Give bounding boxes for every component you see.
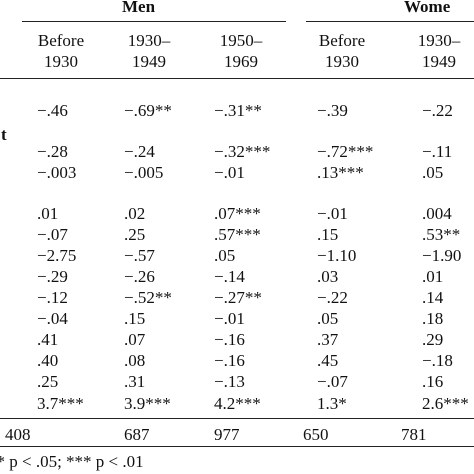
column-header-line1: Before [318, 31, 366, 50]
table-cell: .25 [124, 225, 146, 244]
n-row-rule [0, 418, 474, 419]
footnote-rule [0, 446, 474, 447]
table-cell: .45 [317, 351, 339, 370]
table-cell: −.005 [124, 163, 164, 182]
table-cell: −1.10 [317, 246, 357, 265]
table-cell: 1.3* [317, 394, 347, 413]
n-cell: 408 [5, 425, 31, 444]
table-cell: .15 [317, 225, 339, 244]
table-cell: −.01 [214, 163, 245, 182]
table-cell: .01 [37, 204, 59, 223]
table-cell: .53** [422, 225, 461, 244]
table-cell: −.13 [214, 372, 245, 391]
table-cell: 3.7*** [37, 394, 84, 413]
table-cell: −.27** [214, 288, 262, 307]
table-cell: .41 [37, 330, 59, 349]
column-header-line2: 1949 [422, 52, 456, 71]
column-header-line2: 1930 [44, 52, 78, 71]
table-cell: −.01 [317, 204, 348, 223]
column-header-line2: 1949 [132, 52, 166, 71]
table-cell: .05 [422, 163, 444, 182]
table-cell: −.39 [317, 101, 348, 120]
table-cell: .05 [317, 309, 339, 328]
table-cell: −.16 [214, 330, 245, 349]
table-cell: −2.75 [37, 246, 77, 265]
column-header: 1950– 1969 [205, 30, 277, 72]
column-header-line2: 1930 [325, 52, 359, 71]
table-cell: .57*** [214, 225, 261, 244]
table-cell: .05 [214, 246, 236, 265]
group-header-women: Wome [404, 0, 451, 16]
significance-footnote: ** p < .05; *** p < .01 [0, 452, 144, 471]
table-cell: −.07 [317, 372, 348, 391]
table-cell: .18 [422, 309, 444, 328]
table-cell: .14 [422, 288, 444, 307]
table-cell: −.72*** [317, 142, 374, 161]
n-cell: 650 [303, 425, 329, 444]
table-cell: −.11 [422, 142, 453, 161]
table-cell: −.04 [37, 309, 68, 328]
table-cell: −.22 [422, 101, 453, 120]
column-header: 1930– 1949 [113, 30, 185, 72]
table-cell: 4.2*** [214, 394, 261, 413]
table-cell: .16 [422, 372, 444, 391]
column-header: Before 1930 [302, 30, 382, 72]
table-cell: .07 [124, 330, 146, 349]
table-cell: 3.9*** [124, 394, 171, 413]
table-cell: −.12 [37, 288, 68, 307]
table-cell: .07*** [214, 204, 261, 223]
table-cell: .37 [317, 330, 339, 349]
table-cell: −.16 [214, 351, 245, 370]
table-cell: 2.6*** [422, 394, 469, 413]
table-cell: −.003 [37, 163, 77, 182]
table-cell: −.18 [422, 351, 453, 370]
table-cell: −.24 [124, 142, 155, 161]
table-cell: −.31** [214, 101, 262, 120]
group-header-men: Men [122, 0, 156, 16]
table-cell: .004 [422, 204, 452, 223]
header-rule [0, 78, 474, 79]
table-cell: .01 [422, 267, 444, 286]
table-cell: −.69** [124, 101, 172, 120]
table-cell: −.29 [37, 267, 68, 286]
table-cell: .31 [124, 372, 146, 391]
column-header-line2: 1969 [224, 52, 258, 71]
table-cell: −.32*** [214, 142, 271, 161]
table-cell: −.26 [124, 267, 155, 286]
table-cell: −.52** [124, 288, 172, 307]
column-header: 1930– 1949 [403, 30, 474, 72]
table-cell: .25 [37, 372, 59, 391]
table-cell: .03 [317, 267, 339, 286]
table-cell: −.01 [214, 309, 245, 328]
table-cell: .02 [124, 204, 146, 223]
table-cell: .15 [124, 309, 146, 328]
column-header-line1: Before [37, 31, 85, 50]
group-underline-women [306, 21, 474, 22]
table-cell: −.57 [124, 246, 155, 265]
table-cell: .29 [422, 330, 444, 349]
column-header: Before 1930 [22, 30, 100, 72]
row-label: t [1, 125, 7, 144]
table-cell: −.22 [317, 288, 348, 307]
table-cell: .13*** [317, 163, 364, 182]
table-cell: .08 [124, 351, 146, 370]
n-cell: 687 [124, 425, 150, 444]
table-cell: .40 [37, 351, 59, 370]
table-cell: −.07 [37, 225, 68, 244]
n-cell: 781 [401, 425, 427, 444]
table-cell: −1.90 [422, 246, 462, 265]
group-underline-men [22, 21, 286, 22]
column-header-line1: 1930– [127, 31, 171, 50]
table-cell: −.46 [37, 101, 68, 120]
table-cell: −.28 [37, 142, 68, 161]
column-header-line1: 1930– [417, 31, 461, 50]
table-cell: −.14 [214, 267, 245, 286]
n-cell: 977 [214, 425, 240, 444]
column-header-line1: 1950– [219, 31, 263, 50]
